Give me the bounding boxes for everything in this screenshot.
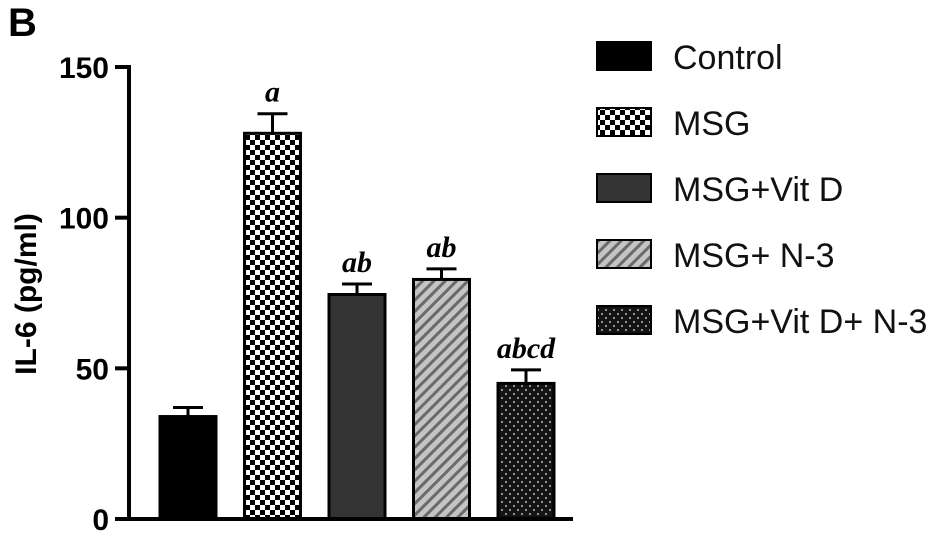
legend-label-0: Control [673, 39, 783, 77]
bar-2 [327, 293, 387, 521]
significance-label-4: abcd [497, 332, 556, 365]
legend-label-1: MSG [673, 105, 750, 143]
bar-1 [243, 131, 302, 521]
legend: Control MSG MSG+Vit D MSG+ N-3 MSG+Vit D+ N-… [596, 39, 927, 341]
legend-swatch-0 [596, 41, 652, 71]
y-tick-label: 0 [92, 504, 109, 534]
significance-label-3: ab [427, 231, 457, 264]
legend-label-2: MSG+Vit D [673, 171, 843, 209]
y-tick-label: 50 [76, 353, 109, 386]
bar-0 [158, 415, 218, 521]
y-axis: 0 50 100 150 [59, 52, 131, 534]
legend-swatch-2 [596, 173, 652, 203]
bar-4 [496, 381, 556, 521]
significance-label-1: a [265, 76, 280, 109]
legend-swatch-1 [596, 107, 652, 137]
legend-label-4: MSG+Vit D+ N-3 [673, 303, 927, 341]
bars-group: a ab ab abcd [158, 76, 556, 521]
bar-3 [412, 277, 471, 521]
legend-swatch-4 [596, 305, 652, 335]
legend-label-3: MSG+ N-3 [673, 237, 835, 275]
significance-label-2: ab [342, 246, 372, 279]
y-tick-label: 100 [59, 203, 109, 236]
y-tick-label: 150 [59, 52, 109, 85]
y-axis-title: IL-6 (pg/ml) [10, 213, 43, 375]
legend-swatch-3 [596, 239, 652, 269]
panel-label: B [8, 1, 37, 45]
